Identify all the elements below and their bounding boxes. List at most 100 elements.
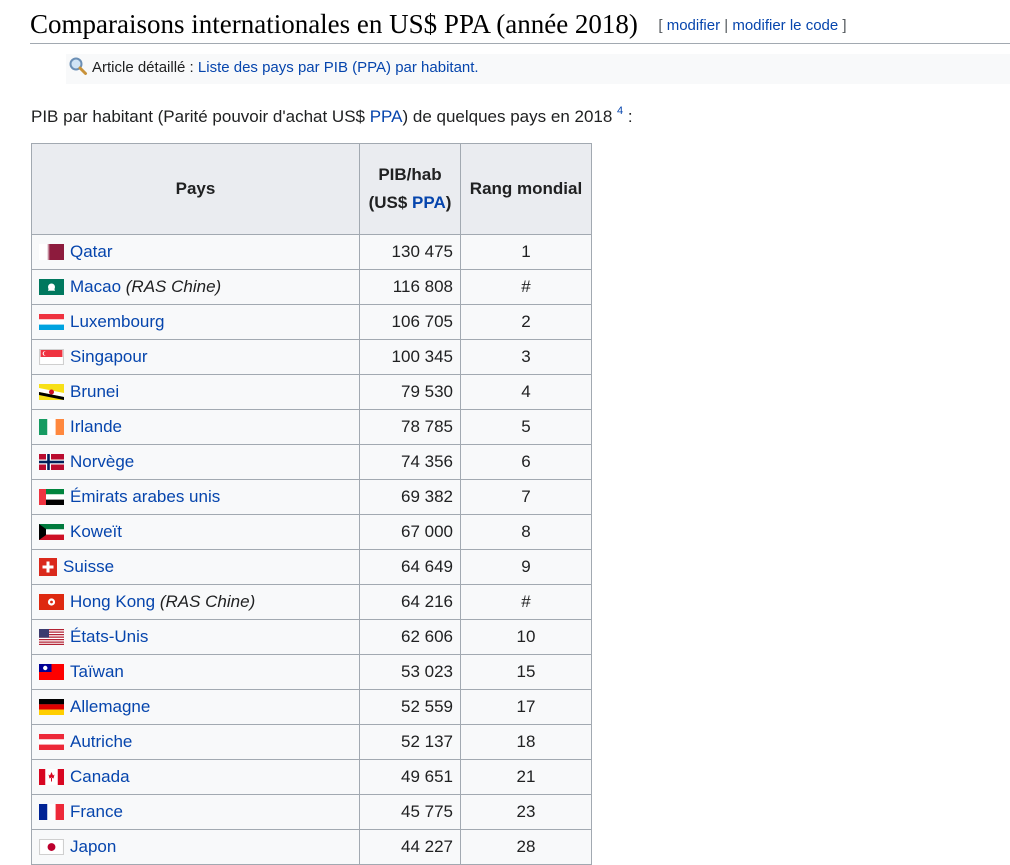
- flag-brunei-icon: [39, 384, 64, 400]
- rank-cell: 2: [460, 304, 592, 340]
- country-link[interactable]: États-Unis: [70, 627, 149, 646]
- gdp-cell: 106 705: [359, 304, 461, 340]
- country-link[interactable]: Norvège: [70, 452, 135, 471]
- rank-cell: 3: [460, 339, 592, 375]
- country-link[interactable]: Taïwan: [70, 662, 124, 681]
- gdp-cell: 100 345: [359, 339, 461, 375]
- country-link[interactable]: Irlande: [70, 417, 122, 436]
- flag-austria-icon: [39, 734, 64, 750]
- country-link[interactable]: Japon: [70, 837, 117, 856]
- gdp-cell: 45 775: [359, 794, 461, 830]
- rank-cell: 4: [460, 374, 592, 410]
- flag-kuwait-icon: [39, 524, 64, 540]
- country-link[interactable]: Brunei: [70, 382, 120, 401]
- country-note: (RAS Chine): [125, 277, 222, 296]
- rank-cell: 6: [460, 444, 592, 480]
- country-note: (RAS Chine): [159, 592, 256, 611]
- rank-cell: 15: [460, 654, 592, 690]
- table-row: Japon 44 227 28: [31, 829, 592, 865]
- country-link[interactable]: Qatar: [70, 242, 113, 261]
- gdp-cell: 67 000: [359, 514, 461, 550]
- reference-link[interactable]: 4: [617, 105, 624, 117]
- gdp-cell: 79 530: [359, 374, 461, 410]
- rank-cell: 8: [460, 514, 592, 550]
- table-header-row: Pays PIB/hab (US$ PPA) Rang mondial: [31, 143, 592, 235]
- table-row: Luxembourg 106 705 2: [31, 304, 592, 340]
- table-row: Allemagne 52 559 17: [31, 689, 592, 725]
- rank-cell: 28: [460, 829, 592, 865]
- flag-japan-icon: [39, 839, 64, 855]
- country-link[interactable]: Canada: [70, 767, 130, 786]
- flag-ireland-icon: [39, 419, 64, 435]
- gdp-cell: 130 475: [359, 234, 461, 270]
- section-title: Comparaisons internationales en US$ PPA …: [30, 9, 638, 39]
- flag-luxembourg-icon: [39, 314, 64, 330]
- country-link[interactable]: Hong Kong: [70, 592, 156, 611]
- country-link[interactable]: Singapour: [70, 347, 148, 366]
- table-row: Singapour 100 345 3: [31, 339, 592, 375]
- country-link[interactable]: Allemagne: [70, 697, 151, 716]
- flag-canada-icon: [39, 769, 64, 785]
- flag-qatar-icon: [39, 244, 64, 260]
- magnifier-icon: [69, 57, 87, 75]
- rank-cell: 10: [460, 619, 592, 655]
- gdp-cell: 53 023: [359, 654, 461, 690]
- country-link[interactable]: Autriche: [70, 732, 133, 751]
- table-row: Irlande 78 785 5: [31, 409, 592, 445]
- flag-germany-icon: [39, 699, 64, 715]
- rank-cell: #: [460, 269, 592, 305]
- flag-switzerland-icon: [39, 558, 57, 576]
- country-link[interactable]: Macao: [70, 277, 122, 296]
- table-row: Qatar 130 475 1: [31, 234, 592, 270]
- gdp-cell: 62 606: [359, 619, 461, 655]
- flag-taiwan-icon: [39, 664, 64, 680]
- table-row: Émirats arabes unis 69 382 7: [31, 479, 592, 515]
- table-row: Norvège 74 356 6: [31, 444, 592, 480]
- flag-usa-icon: [39, 629, 64, 645]
- table-row: Macao (RAS Chine) 116 808 #: [31, 269, 592, 305]
- flag-norway-icon: [39, 454, 64, 470]
- table-row: États-Unis 62 606 10: [31, 619, 592, 655]
- gdp-cell: 44 227: [359, 829, 461, 865]
- col-header-gdp[interactable]: PIB/hab (US$ PPA): [359, 143, 461, 235]
- flag-macao-icon: [39, 279, 64, 295]
- col-header-rank[interactable]: Rang mondial: [460, 143, 592, 235]
- intro-paragraph: PIB par habitant (Parité pouvoir d'achat…: [31, 105, 633, 126]
- rank-cell: 1: [460, 234, 592, 270]
- gdp-cell: 49 651: [359, 759, 461, 795]
- table-row: Brunei 79 530 4: [31, 374, 592, 410]
- hatnote-prefix: Article détaillé :: [92, 59, 198, 76]
- table-row: Taïwan 53 023 15: [31, 654, 592, 690]
- country-link[interactable]: France: [70, 802, 123, 821]
- gdp-cell: 69 382: [359, 479, 461, 515]
- rank-cell: 18: [460, 724, 592, 760]
- gdp-cell: 64 649: [359, 549, 461, 585]
- ppa-header-link[interactable]: PPA: [412, 193, 446, 212]
- flag-singapore-icon: [39, 349, 64, 365]
- country-link[interactable]: Koweït: [70, 522, 122, 541]
- ppa-link[interactable]: PPA: [369, 107, 403, 126]
- gdp-cell: 116 808: [359, 269, 461, 305]
- gdp-cell: 52 559: [359, 689, 461, 725]
- edit-section-links: [ modifier | modifier le code ]: [658, 17, 847, 34]
- table-row: France 45 775 23: [31, 794, 592, 830]
- edit-link[interactable]: modifier: [666, 17, 721, 34]
- rank-cell: 5: [460, 409, 592, 445]
- country-link[interactable]: Luxembourg: [70, 312, 165, 331]
- country-link[interactable]: Suisse: [63, 557, 115, 576]
- gdp-cell: 52 137: [359, 724, 461, 760]
- edit-source-link[interactable]: modifier le code: [732, 17, 839, 34]
- gdp-cell: 74 356: [359, 444, 461, 480]
- gdp-cell: 64 216: [359, 584, 461, 620]
- table-row: Koweït 67 000 8: [31, 514, 592, 550]
- col-header-country[interactable]: Pays: [31, 143, 360, 235]
- country-link[interactable]: Émirats arabes unis: [70, 487, 221, 506]
- section-heading: Comparaisons internationales en US$ PPA …: [30, 6, 1010, 44]
- rank-cell: 23: [460, 794, 592, 830]
- rank-cell: 7: [460, 479, 592, 515]
- rank-cell: #: [460, 584, 592, 620]
- gdp-cell: 78 785: [359, 409, 461, 445]
- table-row: Suisse 64 649 9: [31, 549, 592, 585]
- hatnote-link[interactable]: Liste des pays par PIB (PPA) par habitan…: [197, 59, 479, 76]
- table-row: Canada 49 651 21: [31, 759, 592, 795]
